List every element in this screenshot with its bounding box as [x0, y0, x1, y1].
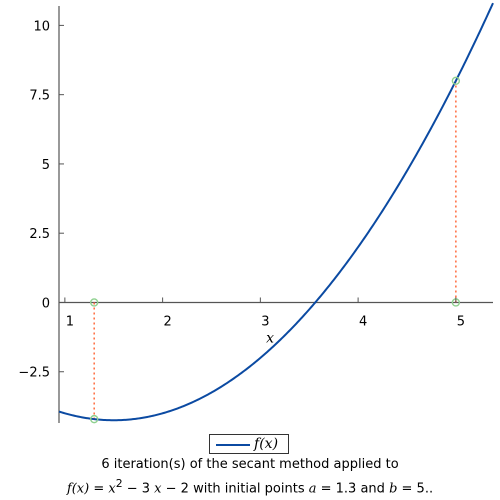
- x-tick-label: 3: [261, 314, 269, 329]
- x-tick-label: 1: [66, 314, 74, 329]
- y-tick-label: 2.5: [29, 227, 50, 242]
- x-axis-label: x: [266, 330, 274, 346]
- curve-point-marker: [89, 414, 99, 424]
- x-tick-label: 2: [163, 314, 171, 329]
- y-tick-label: 7.5: [29, 89, 50, 104]
- x-tick-label: 5: [457, 314, 465, 329]
- y-tick-labels: −2.5 0 2.5 5 7.5 10: [18, 19, 64, 381]
- legend-line-swatch: [216, 444, 250, 446]
- point-markers: [89, 76, 461, 424]
- legend-label: f(x): [254, 436, 279, 452]
- caption-line-2: f(x) = x2 − 3 x − 2 with initial points …: [66, 477, 434, 497]
- y-tick-label: −2.5: [18, 366, 50, 381]
- x-tick-label: 4: [359, 314, 367, 329]
- y-tick-label: 5: [42, 158, 50, 173]
- function-curve: [58, 2, 494, 422]
- caption-line-1: 6 iteration(s) of the secant method appl…: [101, 457, 399, 472]
- axes: [58, 6, 493, 423]
- y-tick-label: 10: [33, 19, 50, 34]
- guide-lines: [93, 80, 457, 420]
- axis-point-marker: [89, 298, 99, 307]
- curve-point-marker: [451, 76, 461, 86]
- x-tick-labels: 1 2 3 4 5: [64, 297, 465, 329]
- legend: f(x): [209, 434, 289, 454]
- y-tick-label: 0: [42, 296, 50, 311]
